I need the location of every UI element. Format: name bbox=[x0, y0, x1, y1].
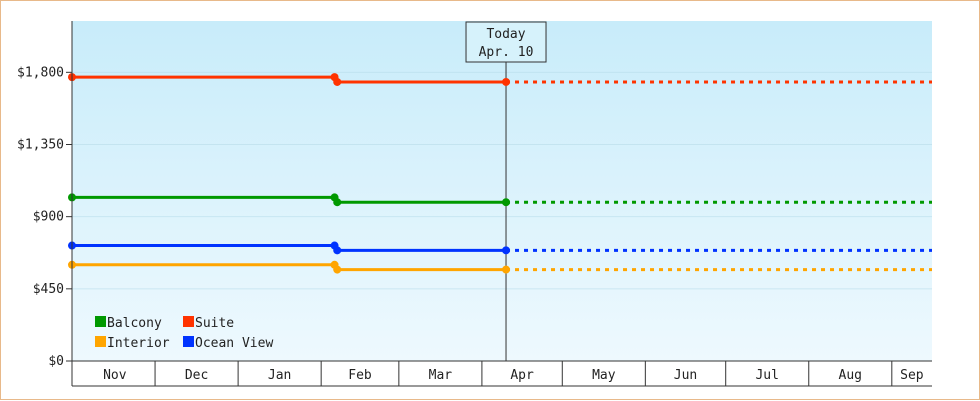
x-tick-label: Jul bbox=[755, 368, 778, 383]
series-layer bbox=[68, 73, 932, 274]
y-tick-label: $450 bbox=[33, 282, 64, 297]
data-point bbox=[502, 265, 511, 274]
legend-label: Ocean View bbox=[195, 336, 273, 351]
data-point bbox=[333, 246, 342, 255]
x-tick-label: Nov bbox=[103, 368, 127, 383]
y-tick-label: $0 bbox=[48, 354, 64, 369]
data-point bbox=[333, 198, 342, 207]
legend: Balcony Suite Interior Ocean View bbox=[95, 316, 273, 351]
legend-swatch bbox=[183, 316, 194, 327]
legend-label: Interior bbox=[107, 336, 170, 351]
x-tick-label: Dec bbox=[185, 368, 208, 383]
today-label: Today bbox=[486, 27, 525, 42]
y-tick-label: $1,350 bbox=[17, 137, 64, 152]
x-axis-ticks: Nov Dec Jan Feb Mar Apr May Jun Jul Aug Sep bbox=[103, 361, 924, 386]
legend-swatch bbox=[95, 336, 106, 347]
y-axis-ticks: $0 $450 $900 $1,350 $1,800 bbox=[17, 65, 72, 369]
x-tick-label: Mar bbox=[429, 368, 453, 383]
x-tick-label: Jun bbox=[674, 368, 697, 383]
x-tick-label: Sep bbox=[900, 368, 924, 383]
data-point bbox=[502, 246, 511, 255]
today-date-label: Apr. 10 bbox=[479, 45, 534, 60]
legend-label: Balcony bbox=[107, 316, 162, 331]
today-box bbox=[465, 21, 547, 63]
x-tick-label: Apr bbox=[510, 368, 534, 383]
grid-lines bbox=[72, 71, 932, 290]
legend-swatch bbox=[95, 316, 106, 327]
x-tick-label: Jan bbox=[268, 368, 291, 383]
data-point bbox=[502, 77, 511, 86]
y-tick-label: $900 bbox=[33, 210, 64, 225]
axes bbox=[71, 21, 932, 387]
x-tick-label: Aug bbox=[839, 368, 862, 383]
data-point bbox=[502, 198, 511, 207]
x-tick-label: May bbox=[592, 368, 616, 383]
today-marker: Today Apr. 10 bbox=[465, 21, 547, 361]
legend-swatch bbox=[183, 336, 194, 347]
y-tick-label: $1,800 bbox=[17, 65, 64, 80]
data-point bbox=[333, 77, 342, 86]
legend-label: Suite bbox=[195, 316, 234, 331]
x-tick-label: Feb bbox=[348, 368, 372, 383]
data-point bbox=[333, 265, 342, 274]
